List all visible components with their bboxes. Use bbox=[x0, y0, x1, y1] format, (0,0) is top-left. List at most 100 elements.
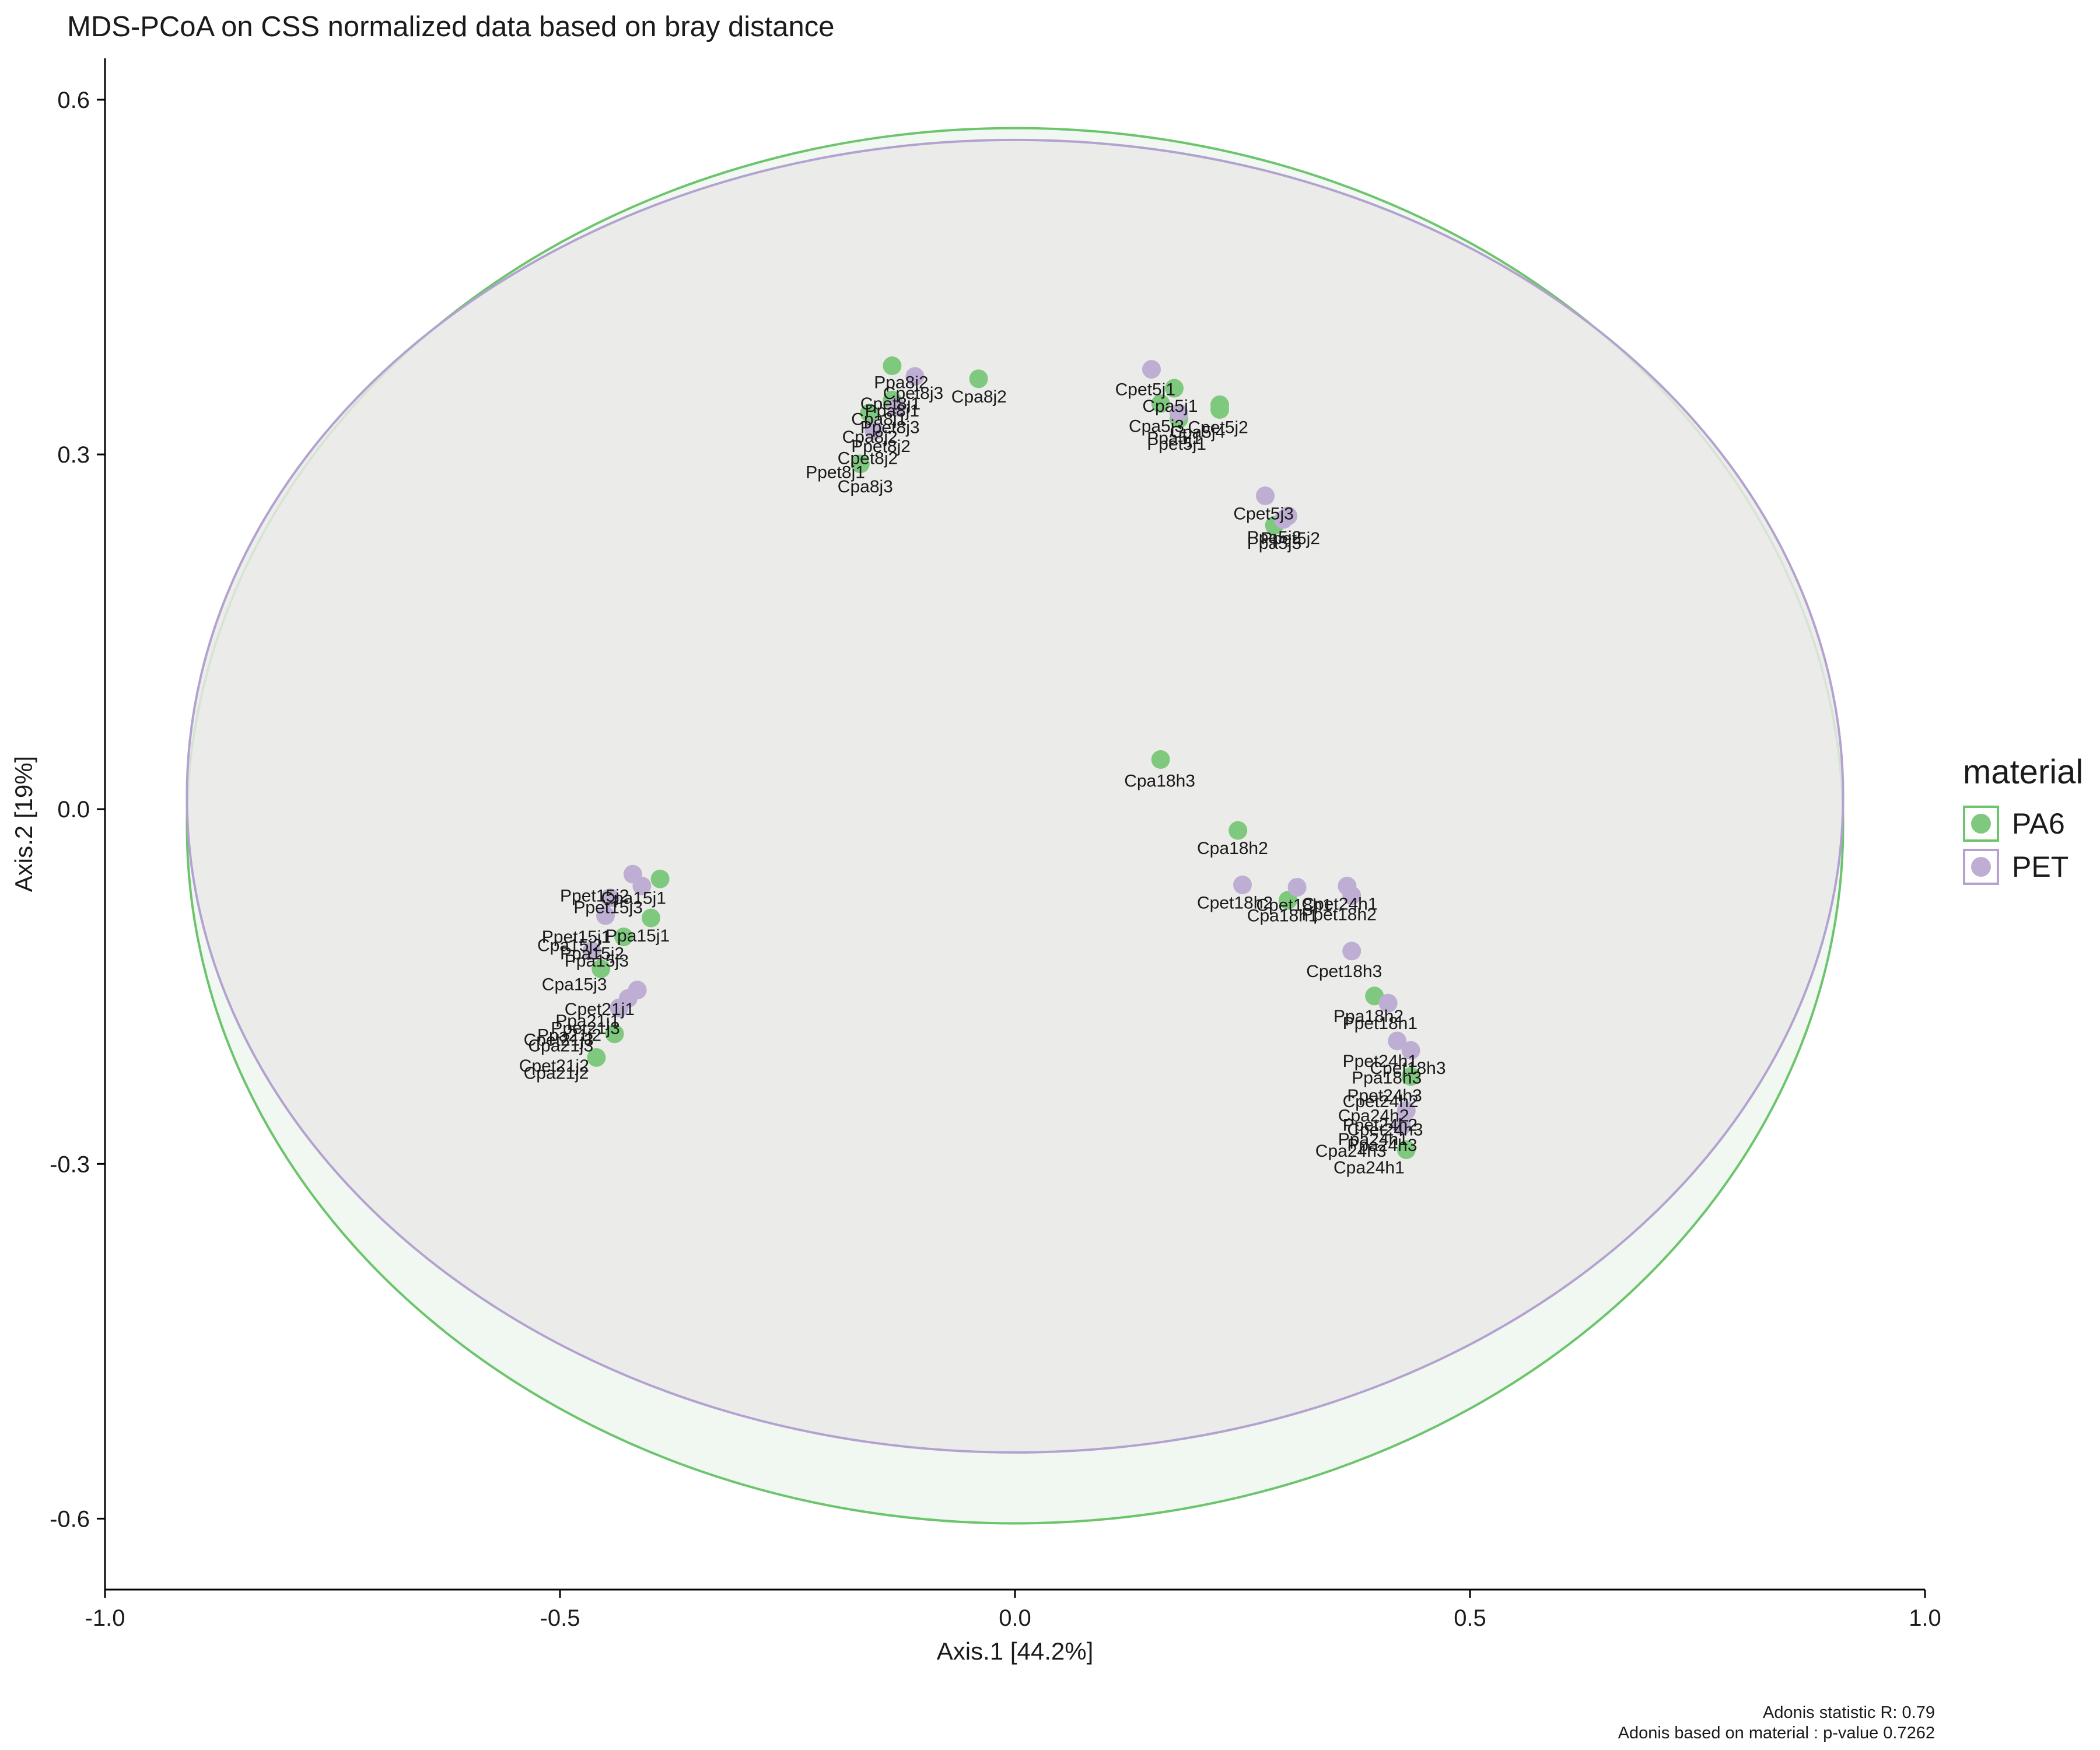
point-pet bbox=[600, 888, 620, 908]
sample-label: Cpet24h3 bbox=[1347, 1121, 1423, 1140]
sample-label: Cpet18h3 bbox=[1370, 1059, 1446, 1078]
sample-label: Cpet8j1 bbox=[860, 394, 921, 414]
legend-title: material bbox=[1963, 753, 2084, 791]
point-pet bbox=[610, 998, 629, 1017]
point-pa6 bbox=[614, 928, 634, 947]
legend-key-pet bbox=[1963, 849, 1999, 885]
y-axis-title: Axis.2 [19%] bbox=[10, 756, 37, 892]
point-pet bbox=[1256, 487, 1275, 505]
sample-label: Cpet24h2 bbox=[1343, 1092, 1419, 1111]
point-pet bbox=[1392, 1116, 1411, 1136]
sample-label: Ppet15j3 bbox=[573, 898, 642, 918]
legend-label-pa6: PA6 bbox=[2012, 807, 2065, 840]
legend-item-pet: PET bbox=[1963, 845, 2083, 888]
point-pa6 bbox=[1279, 891, 1297, 910]
sample-label: Cpet18h2 bbox=[1197, 893, 1273, 912]
sample-label: Ppa18h3 bbox=[1352, 1068, 1422, 1087]
point-pet bbox=[596, 906, 615, 925]
sample-label: Ppet8j1 bbox=[806, 463, 865, 482]
point-pet bbox=[1342, 886, 1362, 905]
sample-label: Cpa8j3 bbox=[838, 477, 893, 496]
point-pa6 bbox=[587, 1048, 606, 1067]
x-tick-label: 0.5 bbox=[1454, 1605, 1486, 1631]
point-pet bbox=[1388, 1031, 1407, 1051]
x-tick-label: -1.0 bbox=[85, 1605, 125, 1631]
point-pet bbox=[1142, 360, 1161, 379]
sample-label: Cpa8j2 bbox=[951, 387, 1007, 407]
sample-label: Cpa15j1 bbox=[601, 888, 666, 908]
sample-label: Cpa8j2 bbox=[842, 428, 898, 447]
legend-label-pet: PET bbox=[2012, 850, 2069, 883]
sample-label: Cpa18h3 bbox=[1124, 772, 1195, 791]
sample-label: Ppet21j3 bbox=[551, 1019, 620, 1038]
point-pa6 bbox=[850, 454, 870, 474]
sample-label: Cpet21j2 bbox=[519, 1056, 589, 1076]
point-pet bbox=[1378, 993, 1398, 1013]
point-pa6 bbox=[1396, 1140, 1416, 1159]
sample-label: Ppet24h2 bbox=[1343, 1116, 1418, 1135]
sample-label: Ppet18h2 bbox=[1301, 905, 1376, 925]
sample-label: Ppet15j1 bbox=[542, 928, 611, 947]
sample-label: Cpa24h2 bbox=[1338, 1106, 1409, 1125]
sample-label: Ppet5j2 bbox=[1261, 529, 1320, 548]
sample-label: Cpa8j1 bbox=[851, 410, 907, 429]
chart-title: MDS-PCoA on CSS normalized data based on… bbox=[67, 11, 835, 43]
sample-label: Cpet18h3 bbox=[1306, 962, 1382, 981]
point-pet bbox=[1233, 875, 1252, 894]
sample-label: Cpet5j2 bbox=[1188, 418, 1248, 438]
pet-dot-icon bbox=[1971, 857, 1991, 877]
sample-label: Ppa8j1 bbox=[865, 401, 919, 421]
point-pet bbox=[632, 876, 652, 895]
point-pet bbox=[582, 942, 601, 961]
adonis-pvalue: Adonis based on material : p-value 0.726… bbox=[1618, 1724, 1935, 1742]
axes: -1.0 -0.5 0.0 0.5 1.0 -0.6 -0.3 0.0 0.3 0.6 Axis.1… bbox=[10, 58, 1941, 1665]
sample-label: Ppa5j3 bbox=[1247, 534, 1301, 553]
sample-label: Ppet24h1 bbox=[1343, 1052, 1418, 1071]
sample-label: Ppa15j2 bbox=[560, 944, 624, 964]
sample-label: Ppet5j1 bbox=[1147, 435, 1206, 454]
sample-label: Cpet5j1 bbox=[1115, 380, 1175, 400]
point-pet bbox=[1287, 877, 1307, 897]
sample-label: Cpa18h1 bbox=[1247, 907, 1318, 926]
sample-label: Cpa21j3 bbox=[528, 1037, 593, 1056]
scatter-points bbox=[582, 356, 1420, 1159]
point-pa6 bbox=[1401, 1067, 1420, 1086]
point-pet bbox=[905, 367, 925, 386]
point-pa6 bbox=[860, 404, 879, 423]
point-pa6 bbox=[1210, 400, 1229, 419]
legend-item-pa6: PA6 bbox=[1963, 802, 2083, 845]
y-tick-label: 0.6 bbox=[57, 88, 90, 113]
point-pet bbox=[1274, 510, 1293, 529]
point-pet bbox=[1396, 1101, 1416, 1121]
point-pa6 bbox=[650, 869, 670, 888]
adonis-statistic: Adonis statistic R: 0.79 bbox=[1763, 1703, 1935, 1722]
x-tick-label: 1.0 bbox=[1909, 1605, 1941, 1631]
point-pa6 bbox=[1165, 379, 1184, 398]
point-pa6 bbox=[969, 369, 988, 388]
point-pa6 bbox=[605, 1024, 624, 1044]
sample-label: Ppa24h3 bbox=[1347, 1136, 1417, 1155]
point-pa6 bbox=[642, 908, 660, 928]
x-tick-label: -0.5 bbox=[540, 1605, 580, 1631]
sample-label: Cpa15j2 bbox=[537, 936, 603, 955]
point-pa6 bbox=[1151, 394, 1170, 413]
sample-label: Cpa15j3 bbox=[542, 975, 607, 994]
sample-label: Ppa24h1 bbox=[1338, 1130, 1408, 1149]
x-tick-label: 0.0 bbox=[999, 1605, 1031, 1631]
sample-label: Cpa24h3 bbox=[1315, 1142, 1387, 1161]
sample-label: Ppet8j2 bbox=[851, 437, 911, 456]
y-tick-label: -0.3 bbox=[50, 1152, 90, 1177]
sample-label: Ppa5j1 bbox=[1147, 429, 1201, 448]
sample-label: Cpet8j3 bbox=[883, 384, 943, 403]
sample-label: Cpa24h1 bbox=[1334, 1158, 1405, 1177]
sample-label: Ppa8j2 bbox=[874, 373, 928, 393]
sample-label: Cpet21j1 bbox=[565, 1000, 635, 1019]
sample-label: Cpa21j2 bbox=[524, 1063, 589, 1083]
sample-label: Cpa5j3 bbox=[1129, 417, 1184, 436]
sample-label: Cpa5j4 bbox=[1170, 423, 1225, 442]
sample-label: Cpet8j2 bbox=[838, 449, 898, 468]
sample-label: Ppet24h3 bbox=[1347, 1086, 1422, 1105]
sample-label: Ppa21j1 bbox=[555, 1012, 620, 1031]
